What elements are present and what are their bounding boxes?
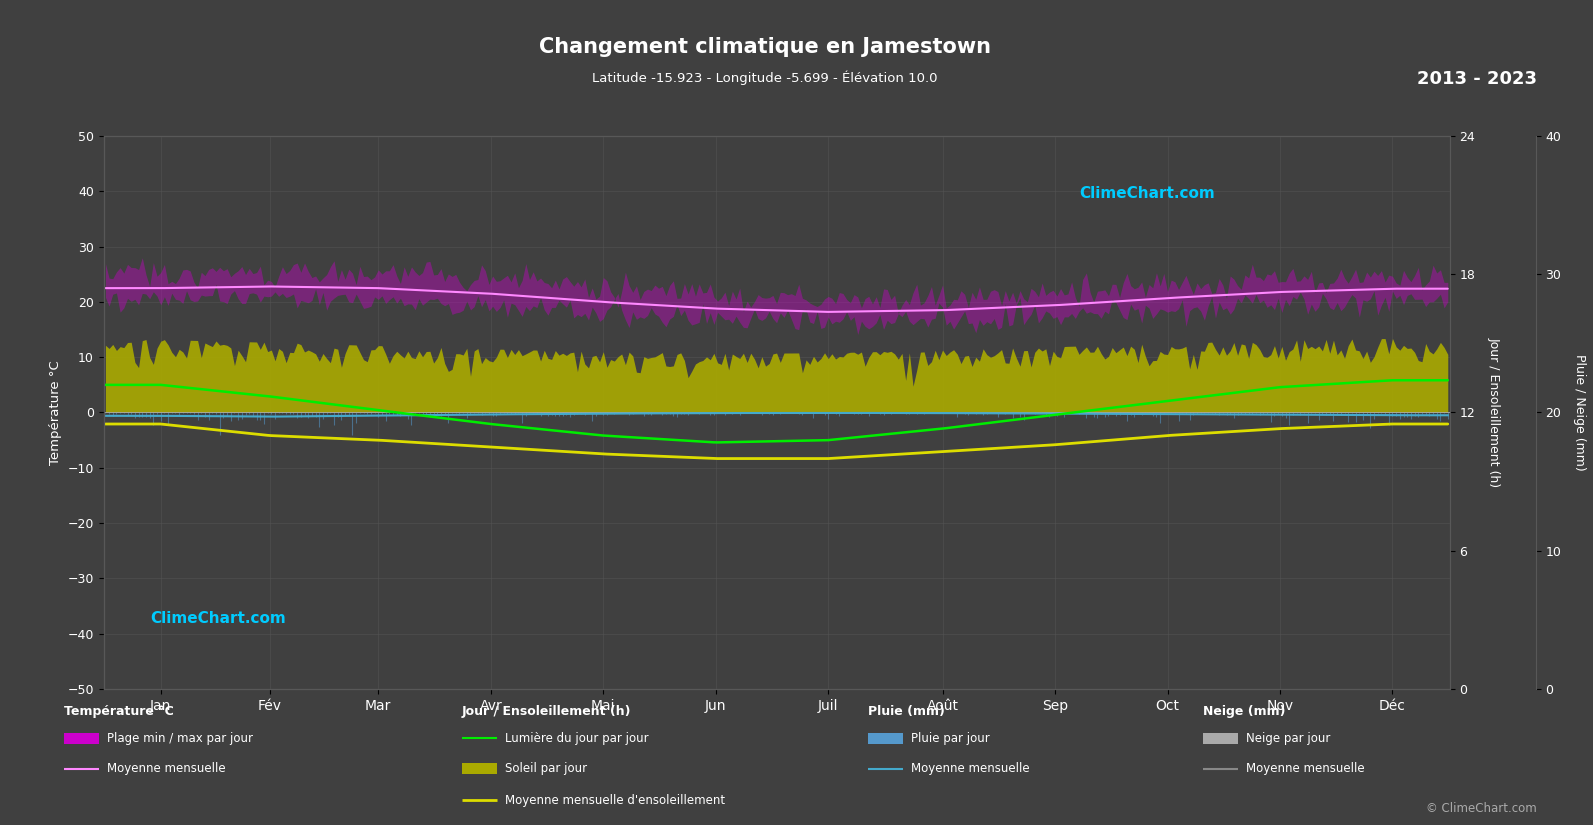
- Text: 2013 - 2023: 2013 - 2023: [1418, 70, 1537, 88]
- Text: Moyenne mensuelle: Moyenne mensuelle: [911, 762, 1029, 776]
- Y-axis label: Jour / Ensoleillement (h): Jour / Ensoleillement (h): [1488, 337, 1501, 488]
- Text: Soleil par jour: Soleil par jour: [505, 762, 588, 776]
- Y-axis label: Pluie / Neige (mm): Pluie / Neige (mm): [1574, 354, 1587, 471]
- Text: Température °C: Température °C: [64, 705, 174, 719]
- Text: Moyenne mensuelle d'ensoleillement: Moyenne mensuelle d'ensoleillement: [505, 794, 725, 807]
- Text: Changement climatique en Jamestown: Changement climatique en Jamestown: [538, 37, 991, 57]
- Text: ClimeChart.com: ClimeChart.com: [151, 610, 287, 625]
- Text: Neige par jour: Neige par jour: [1246, 732, 1330, 745]
- Text: Plage min / max par jour: Plage min / max par jour: [107, 732, 253, 745]
- Text: Moyenne mensuelle: Moyenne mensuelle: [1246, 762, 1364, 776]
- Text: Pluie (mm): Pluie (mm): [868, 705, 945, 719]
- Text: © ClimeChart.com: © ClimeChart.com: [1426, 802, 1537, 815]
- Text: Moyenne mensuelle: Moyenne mensuelle: [107, 762, 225, 776]
- Text: Jour / Ensoleillement (h): Jour / Ensoleillement (h): [462, 705, 631, 719]
- Y-axis label: Température °C: Température °C: [49, 361, 62, 464]
- Text: Latitude -15.923 - Longitude -5.699 - Élévation 10.0: Latitude -15.923 - Longitude -5.699 - Él…: [593, 70, 937, 85]
- Text: ClimeChart.com: ClimeChart.com: [1080, 186, 1215, 200]
- Text: Neige (mm): Neige (mm): [1203, 705, 1286, 719]
- Text: Lumière du jour par jour: Lumière du jour par jour: [505, 732, 648, 745]
- Text: Pluie par jour: Pluie par jour: [911, 732, 989, 745]
